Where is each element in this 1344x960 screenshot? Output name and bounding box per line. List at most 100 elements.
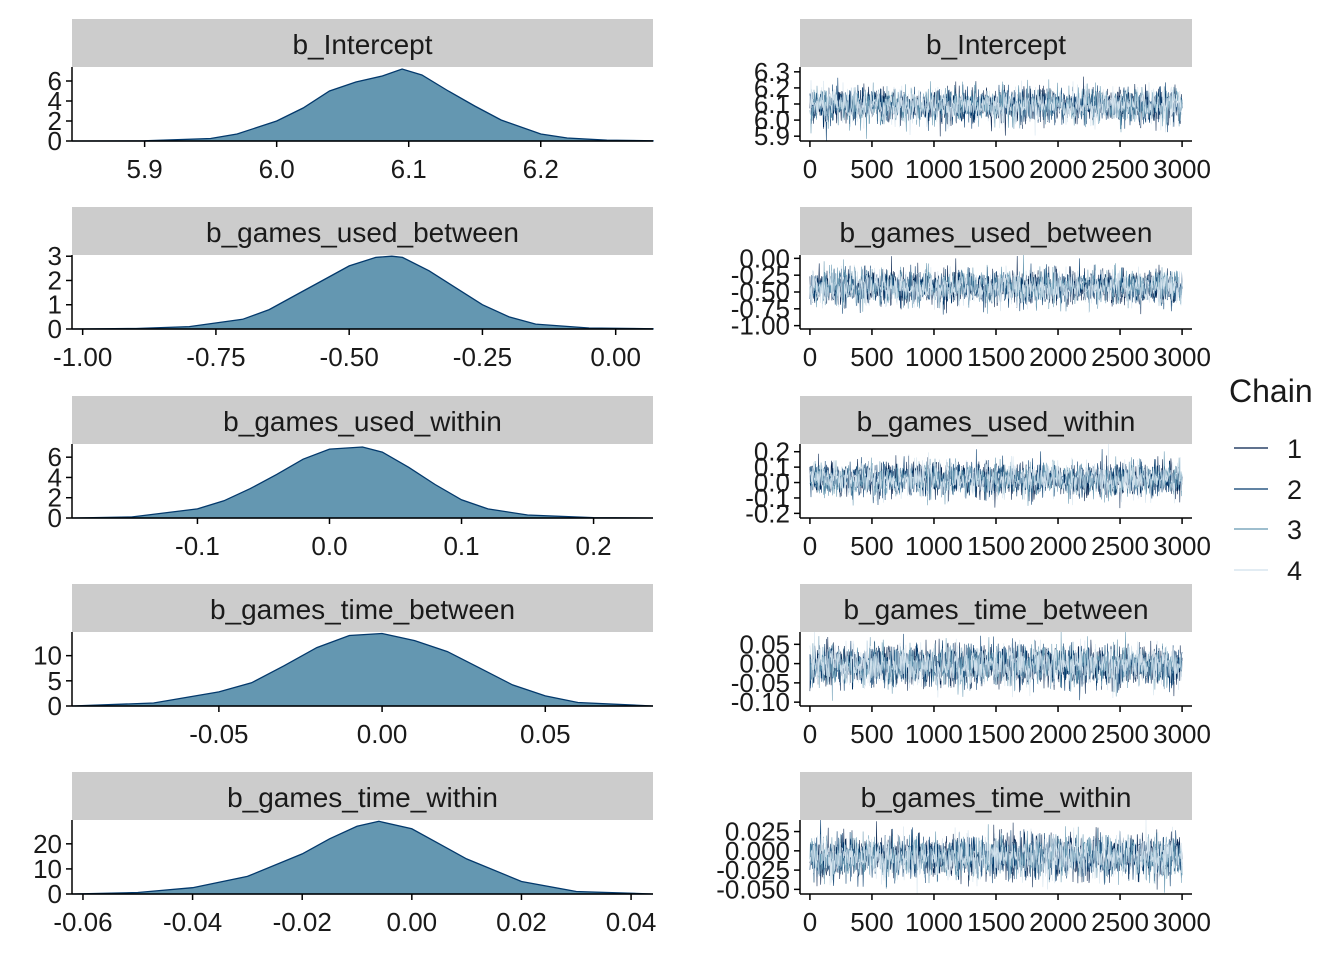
strip-background (800, 19, 1192, 67)
x-tick-label: 500 (850, 342, 893, 372)
chain-legend: Chain 1 2 3 4 (1229, 373, 1313, 586)
trace-line-chain-4 (809, 443, 1183, 506)
y-tick-label: -0.05 (731, 668, 790, 698)
legend-label: 3 (1287, 515, 1302, 545)
x-tick-label: 1000 (905, 342, 963, 372)
legend-title: Chain (1229, 373, 1313, 409)
x-tick-label: 0 (803, 719, 817, 749)
legend-label: 2 (1287, 475, 1302, 505)
panel-title: b_games_used_between (840, 217, 1153, 248)
density-area (71, 446, 654, 519)
x-tick-label: 0.00 (590, 342, 641, 372)
y-tick-label: 20 (33, 829, 62, 859)
y-tick-label: 0 (48, 314, 62, 344)
x-tick-label: 2000 (1029, 907, 1087, 937)
x-tick-label: 3000 (1153, 531, 1211, 561)
legend-label: 4 (1287, 556, 1302, 586)
y-tick-label: 6.0 (754, 105, 790, 135)
y-tick-label: 3 (48, 241, 62, 271)
x-tick-label: 0.0 (311, 531, 347, 561)
trace-panel: b_games_used_within 0 500 1000 1500 2000 2500 3… (745, 396, 1211, 561)
density-area (71, 255, 654, 330)
x-tick-label: -0.1 (175, 531, 220, 561)
y-tick-label: -0.2 (745, 498, 790, 528)
x-tick-label: 2000 (1029, 154, 1087, 184)
x-tick-label: 5.9 (127, 154, 163, 184)
panel-title: b_games_used_between (206, 217, 519, 248)
strip-background (800, 207, 1192, 255)
x-tick-label: 2500 (1091, 719, 1149, 749)
x-tick-label: 0 (803, 531, 817, 561)
x-tick-label: 2000 (1029, 719, 1087, 749)
legend-label: 1 (1287, 434, 1302, 464)
y-tick-label: 0.00 (739, 243, 790, 273)
y-tick-label: 4 (48, 462, 62, 492)
trace-line-chain-4 (809, 819, 1183, 894)
trace-panel: b_games_used_between 0 500 1000 1500 2000 2500… (731, 207, 1211, 372)
y-tick-label: 4 (48, 86, 62, 116)
x-tick-label: 6.0 (259, 154, 295, 184)
x-tick-label: 1000 (905, 907, 963, 937)
y-tick-label: 0.1 (754, 452, 790, 482)
y-tick-label: 2 (48, 483, 62, 513)
y-tick-label: 10 (33, 641, 62, 671)
legend-item: 4 (1234, 556, 1302, 586)
y-tick-label: -1.00 (731, 311, 790, 341)
density-area (71, 68, 654, 142)
trace-line-chain-4 (809, 80, 1183, 136)
y-tick-label: -0.025 (716, 855, 790, 885)
y-tick-label: -0.10 (731, 687, 790, 717)
x-tick-label: 1500 (967, 531, 1025, 561)
density-panel: b_games_used_between -1.00 -0.75 -0.50 -0.25… (48, 207, 654, 372)
x-tick-label: 6.2 (523, 154, 559, 184)
x-tick-label: 1000 (905, 154, 963, 184)
x-tick-label: 3000 (1153, 907, 1211, 937)
y-tick-label: -0.50 (731, 277, 790, 307)
x-tick-label: 2500 (1091, 154, 1149, 184)
x-tick-label: 0.02 (496, 907, 547, 937)
y-tick-label: 10 (33, 854, 62, 884)
x-tick-label: 0.00 (357, 719, 408, 749)
x-tick-label: 3000 (1153, 342, 1211, 372)
x-tick-label: -0.05 (189, 719, 248, 749)
y-tick-label: 6 (48, 442, 62, 472)
density-area (71, 632, 654, 707)
panel-title: b_games_used_within (857, 406, 1136, 437)
x-tick-label: 1000 (905, 531, 963, 561)
x-tick-label: -0.25 (453, 342, 512, 372)
x-tick-label: 0 (803, 342, 817, 372)
x-tick-label: 0.1 (443, 531, 479, 561)
y-tick-label: 6.3 (754, 57, 790, 87)
x-tick-label: -0.06 (53, 907, 112, 937)
x-tick-label: 0.00 (387, 907, 438, 937)
x-tick-label: 6.1 (391, 154, 427, 184)
y-tick-label: 1 (48, 290, 62, 320)
panel-title: b_games_used_within (223, 406, 502, 437)
x-tick-label: -0.75 (186, 342, 245, 372)
strip-background (72, 19, 653, 67)
y-tick-label: 0.000 (725, 836, 790, 866)
x-tick-label: 500 (850, 907, 893, 937)
trace-line-chain-4 (809, 264, 1183, 314)
y-tick-label: 0.025 (725, 817, 790, 847)
strip-background (800, 772, 1192, 820)
y-tick-label: 0.00 (739, 649, 790, 679)
trace-panel: b_games_time_within 0 500 1000 1500 2000 2500 3… (716, 772, 1211, 937)
x-tick-label: 1500 (967, 719, 1025, 749)
y-tick-label: 0 (48, 691, 62, 721)
x-tick-label: 3000 (1153, 719, 1211, 749)
x-tick-label: 1500 (967, 907, 1025, 937)
trace-line-chain-4 (809, 631, 1183, 699)
y-tick-label: 2 (48, 106, 62, 136)
x-tick-label: 2000 (1029, 531, 1087, 561)
x-tick-label: 1500 (967, 154, 1025, 184)
y-tick-label: 0 (48, 879, 62, 909)
panel-title: b_games_time_within (227, 782, 498, 813)
panel-title: b_Intercept (292, 29, 432, 60)
strip-background (72, 772, 653, 820)
